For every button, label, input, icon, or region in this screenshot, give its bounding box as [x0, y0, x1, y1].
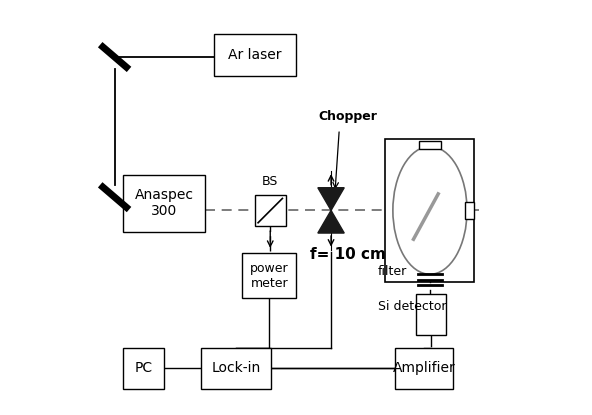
Bar — [123, 348, 164, 389]
Text: BS: BS — [262, 175, 278, 188]
Ellipse shape — [393, 146, 467, 274]
Text: Anaspec
300: Anaspec 300 — [134, 188, 194, 218]
Bar — [416, 294, 446, 335]
Text: Lock-in: Lock-in — [211, 361, 261, 375]
Bar — [242, 253, 296, 298]
Text: Chopper: Chopper — [318, 110, 377, 123]
Text: filter: filter — [378, 265, 407, 278]
Bar — [123, 175, 205, 232]
Bar — [255, 195, 286, 226]
Bar — [201, 348, 271, 389]
Text: Amplifier: Amplifier — [392, 361, 455, 375]
Text: Ar laser: Ar laser — [228, 48, 282, 62]
Bar — [465, 202, 474, 219]
Bar — [385, 139, 475, 282]
Text: Si detector: Si detector — [378, 300, 447, 313]
Bar — [419, 141, 441, 149]
Bar — [214, 34, 296, 76]
Text: PC: PC — [134, 361, 153, 375]
Text: power
meter: power meter — [250, 261, 288, 290]
Polygon shape — [318, 210, 344, 233]
Polygon shape — [318, 188, 344, 210]
Text: f= 10 cm: f= 10 cm — [310, 247, 387, 262]
Bar — [395, 348, 453, 389]
